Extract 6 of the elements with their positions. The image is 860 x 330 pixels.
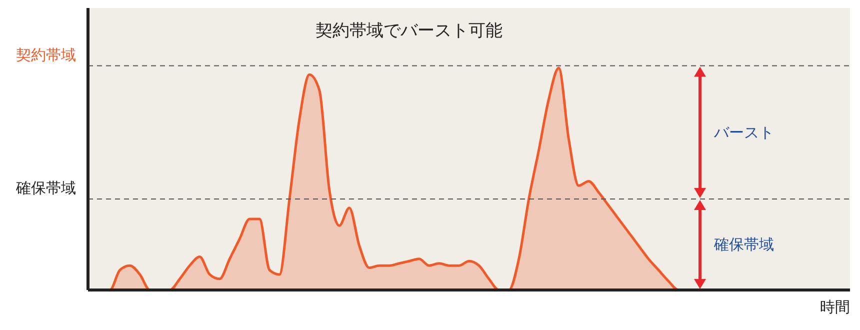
annotation: 確保帯域 — [713, 235, 774, 254]
annotation: バースト — [713, 123, 774, 142]
x-axis-title: 時間 — [820, 298, 850, 316]
ref-line-label: 確保帯域 — [15, 178, 76, 197]
chart-title: 契約帯域でバースト可能 — [316, 21, 502, 41]
ref-line-label: 契約帯域 — [16, 46, 76, 64]
